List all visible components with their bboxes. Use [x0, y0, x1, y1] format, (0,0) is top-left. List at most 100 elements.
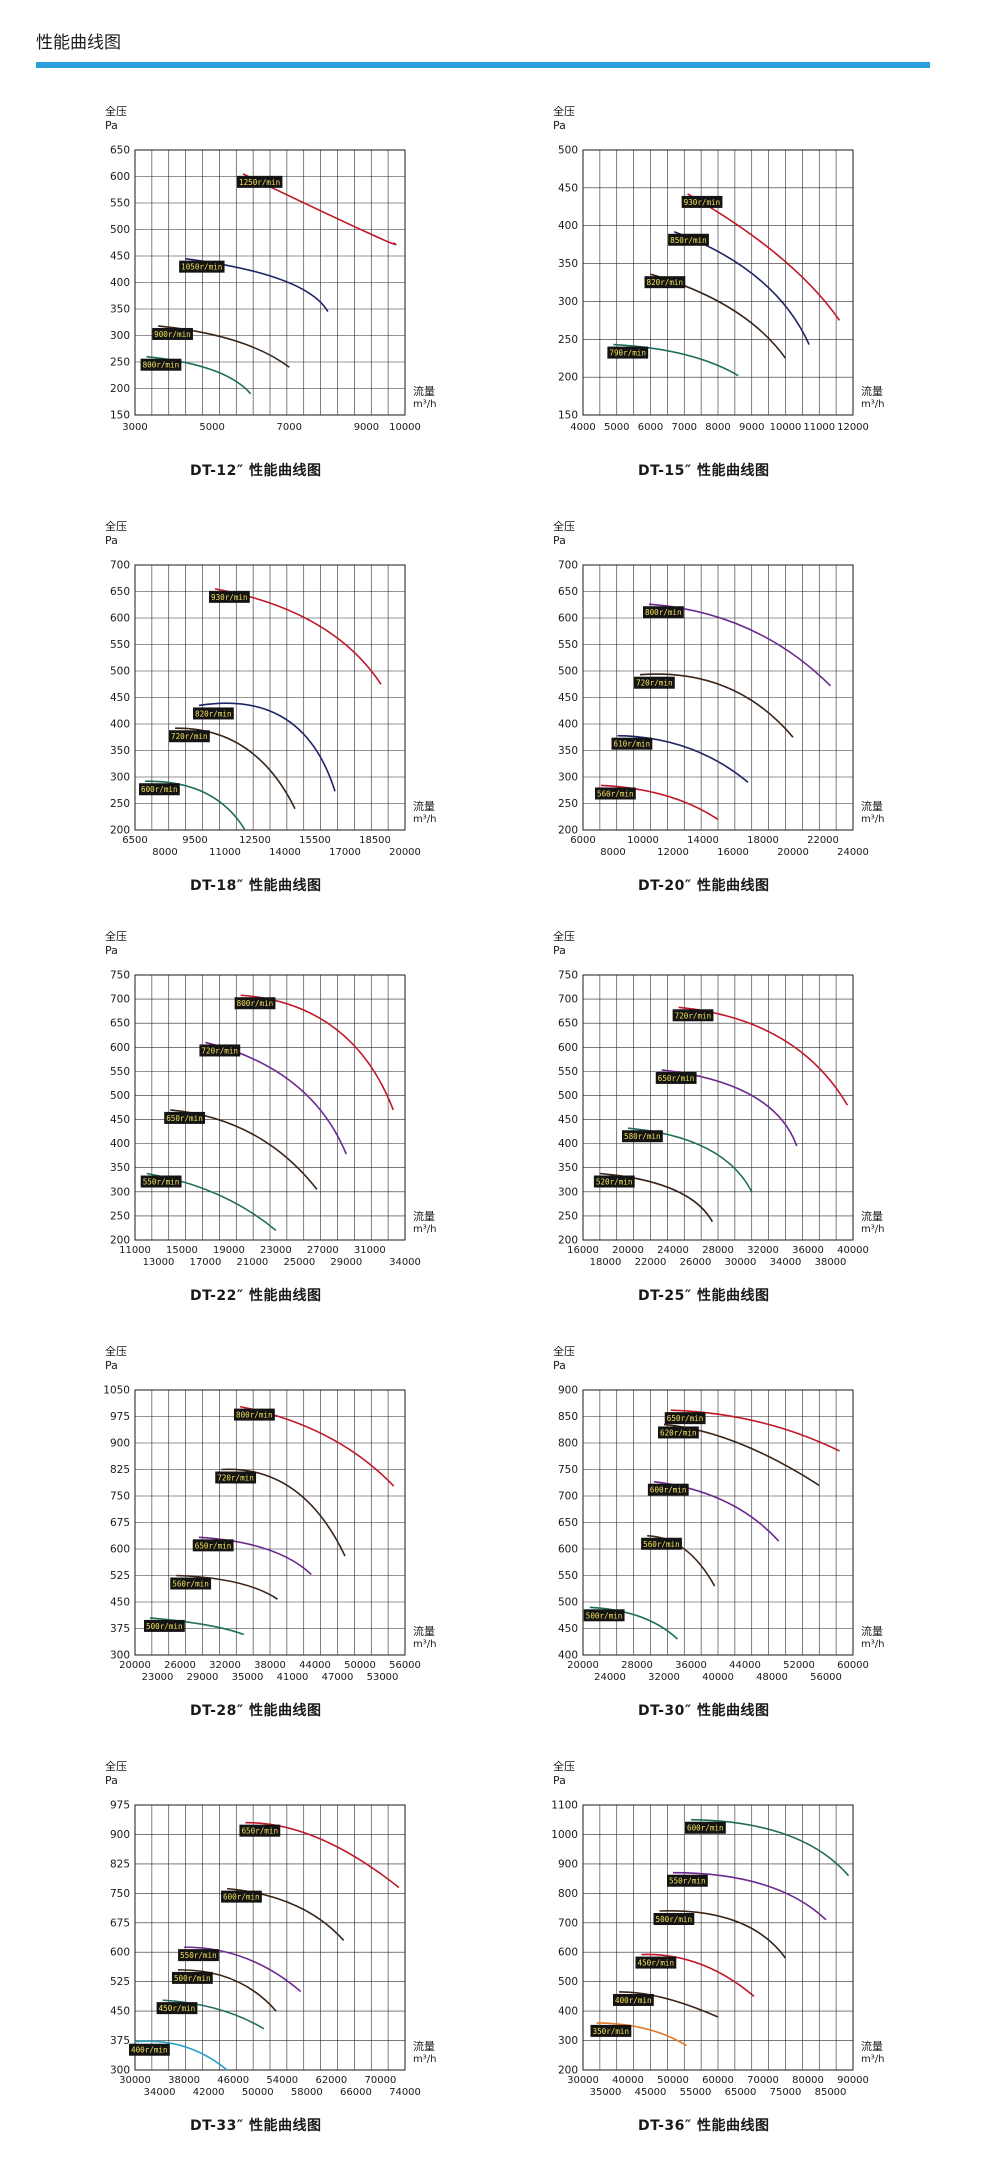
y-tick-label: 600: [110, 1947, 130, 1959]
x-tick-label: 17000: [329, 847, 361, 858]
speed-label-box: [672, 1009, 714, 1022]
x-tick-label: 20000: [389, 847, 421, 858]
y-tick-label: 525: [110, 1976, 130, 1988]
plot-frame: [582, 1389, 854, 1656]
x-tick-label: 22000: [807, 835, 839, 846]
x-tick-label: 32000: [747, 1245, 779, 1256]
y-tick-label: 450: [558, 1623, 578, 1635]
x-tick-label: 20000: [612, 1245, 644, 1256]
y-tick-label: 400: [558, 1138, 578, 1150]
x-axis-label: 流量 m³/h: [861, 385, 885, 410]
series-line-4: [144, 780, 246, 831]
x-tick-label: 70000: [365, 2075, 397, 2086]
y-tick-label: 675: [110, 1517, 130, 1529]
x-tick-label: 44000: [299, 1660, 331, 1671]
x-tick-label: 23000: [260, 1245, 292, 1256]
y-tick-label: 750: [558, 970, 578, 982]
y-tick-label: 450: [110, 251, 130, 263]
y-tick-label: 300: [110, 772, 130, 784]
y-axis-label: 全压 Pa: [553, 105, 575, 132]
speed-label: 650r/min: [241, 1827, 278, 1836]
speed-label-box: [152, 327, 193, 340]
grid: [582, 149, 854, 416]
x-tick-label: 4000: [570, 422, 595, 433]
y-tick-label: 550: [558, 639, 578, 651]
y-tick-label: 500: [110, 1090, 130, 1102]
speed-label: 820r/min: [195, 709, 232, 718]
y-tick-label: 300: [110, 1650, 130, 1662]
plot-frame: [582, 1804, 854, 2071]
grid: [582, 974, 854, 1241]
speed-label-box: [192, 1539, 234, 1552]
chart-9: 全压 Pa 300 375 450 525 600 675 750 825 900 975 30000 3…: [105, 1760, 525, 2150]
y-axis-label: 全压 Pa: [105, 520, 127, 547]
y-tick-label: 200: [558, 825, 578, 837]
chart-caption: DT-15″ 性能曲线图: [638, 463, 770, 479]
y-tick-label: 650: [110, 586, 130, 598]
x-axis-label: 流量 m³/h: [861, 2040, 885, 2065]
y-axis-label: 全压 Pa: [105, 105, 127, 132]
x-tick-label: 56000: [810, 1672, 842, 1683]
chart-8: 全压 Pa 400 450 500 550 600 650 700 750 800 850 900 200…: [553, 1345, 973, 1735]
y-tick-label: 1000: [551, 1829, 578, 1841]
series-line-4: [176, 1574, 278, 1600]
x-tick-label: 35000: [590, 2087, 622, 2098]
y-tick-label: 550: [110, 639, 130, 651]
x-tick-label: 15000: [166, 1245, 198, 1256]
speed-label: 500r/min: [174, 1974, 211, 1983]
x-axis-label: 流量 m³/h: [413, 2040, 437, 2065]
x-tick-label: 47000: [322, 1672, 354, 1683]
x-tick-label: 20000: [567, 1660, 599, 1671]
series-line-1: [670, 1409, 840, 1452]
x-tick-label: 41000: [277, 1672, 309, 1683]
speed-label-box: [644, 276, 686, 289]
y-tick-label: 750: [558, 1464, 578, 1476]
y-tick-label: 250: [110, 798, 130, 810]
chart-caption: DT-18″ 性能曲线图: [190, 878, 322, 894]
y-tick-label: 300: [558, 296, 578, 308]
y-tick-label: 500: [558, 1090, 578, 1102]
speed-label-box: [635, 1956, 677, 1969]
y-axis-label: 全压 Pa: [553, 930, 575, 957]
speed-label: 600r/min: [141, 785, 178, 794]
y-tick-label: 400: [110, 719, 130, 731]
speed-label: 550r/min: [180, 1951, 217, 1960]
y-tick-label: 600: [110, 1544, 130, 1556]
x-tick-label: 29000: [187, 1672, 219, 1683]
speed-label: 550r/min: [143, 1178, 180, 1187]
x-tick-label: 28000: [702, 1245, 734, 1256]
speed-label: 720r/min: [636, 679, 673, 688]
y-tick-label: 650: [558, 586, 578, 598]
series-line-3: [174, 727, 296, 810]
speed-label-box: [655, 1071, 697, 1084]
x-tick-label: 40000: [837, 1245, 869, 1256]
series-line-2: [205, 1041, 348, 1155]
speed-label-box: [139, 783, 180, 796]
speed-label: 600r/min: [650, 1486, 687, 1495]
x-tick-label: 31000: [354, 1245, 386, 1256]
series-line-3: [184, 1946, 302, 1993]
plot-frame: [582, 564, 854, 831]
speed-label: 600r/min: [223, 1893, 260, 1902]
speed-label: 450r/min: [159, 2004, 196, 2013]
series-line-1: [242, 173, 397, 246]
x-tick-label: 17000: [190, 1257, 222, 1268]
speed-label-box: [583, 1609, 625, 1622]
series-line-2: [672, 1871, 827, 1921]
x-tick-label: 10000: [389, 422, 421, 433]
series-line-5: [589, 1606, 679, 1640]
speed-label-box: [685, 1821, 726, 1834]
speed-label: 400r/min: [615, 1996, 652, 2005]
grid: [134, 149, 406, 416]
speed-label: 720r/min: [217, 1474, 254, 1483]
y-tick-label: 350: [110, 745, 130, 757]
y-tick-label: 300: [110, 2065, 130, 2077]
chart-plot: 200 250 300 350 400 450 500 550 600 650 700 750 1100…: [110, 970, 421, 1269]
y-axis-label: 全压 Pa: [105, 930, 127, 957]
chart-plot: 200 250 300 350 400 450 500 550 600 650 700 750 1600…: [558, 970, 869, 1269]
y-tick-label: 300: [110, 1186, 130, 1198]
y-tick-label: 150: [558, 410, 578, 422]
chart-caption: DT-25″ 性能曲线图: [638, 1288, 770, 1304]
chart-plot: 150 200 250 300 350 400 450 500 4000 5000 6000 7000…: [558, 145, 869, 434]
speed-label: 1050r/min: [181, 263, 222, 272]
